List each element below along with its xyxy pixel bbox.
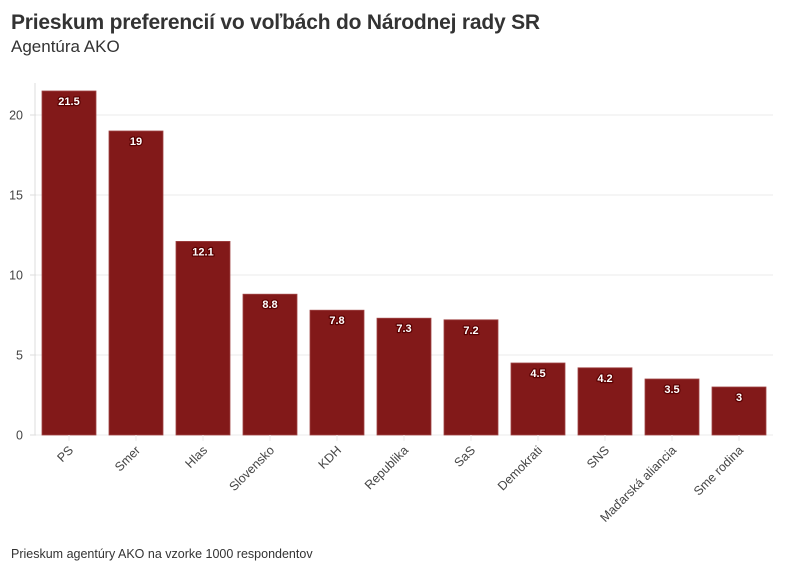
- x-tick-label: Hlas: [183, 443, 211, 471]
- bar-value-label: 4.2: [597, 373, 612, 385]
- y-tick-label: 15: [9, 189, 23, 203]
- y-tick-label: 0: [16, 429, 23, 443]
- x-axis: PS Smer Hlas Slovensko KDH Republika SaS Demokr…: [54, 435, 746, 525]
- bar[interactable]: [376, 317, 432, 436]
- x-tick-label: Smer: [112, 443, 143, 474]
- bar[interactable]: [711, 386, 767, 436]
- bar-value-label: 4.5: [530, 368, 545, 380]
- x-tick-label: Demokrati: [495, 443, 545, 493]
- x-tick-label: SaS: [452, 443, 479, 470]
- bar-value-label: 7.3: [396, 323, 411, 335]
- bar[interactable]: [510, 362, 566, 436]
- x-tick-label: KDH: [316, 443, 345, 472]
- chart-caption: Prieskum agentúry AKO na vzorke 1000 res…: [11, 547, 313, 561]
- bar-value-label: 3: [736, 392, 742, 404]
- bar[interactable]: [41, 90, 97, 436]
- bar-value-label: 7.8: [329, 315, 344, 327]
- bar[interactable]: [108, 130, 164, 436]
- bar-value-label: 19: [130, 136, 142, 148]
- x-tick-label: SNS: [584, 443, 612, 471]
- bar-value-label: 7.2: [463, 325, 478, 337]
- bar[interactable]: [242, 293, 298, 436]
- bar[interactable]: [175, 240, 231, 436]
- bar[interactable]: [644, 378, 700, 436]
- chart-title: Prieskum preferencií vo voľbách do Národ…: [11, 11, 540, 34]
- x-tick-label: Slovensko: [226, 443, 277, 494]
- bar-value-label: 21.5: [58, 96, 79, 108]
- y-tick-label: 5: [16, 349, 23, 363]
- y-tick-label: 20: [9, 109, 23, 123]
- y-axis: 0 5 10 15 20: [9, 83, 36, 443]
- x-tick-label: Sme rodina: [691, 443, 746, 498]
- y-tick-label: 10: [9, 269, 23, 283]
- bar-value-label: 12.1: [192, 246, 213, 258]
- bar[interactable]: [309, 309, 365, 436]
- x-tick-label: Republika: [362, 443, 411, 492]
- x-tick-label: PS: [54, 443, 76, 465]
- bar[interactable]: [443, 319, 499, 436]
- bar-value-label: 3.5: [664, 384, 679, 396]
- chart-subtitle: Agentúra AKO: [11, 37, 120, 56]
- bars: 21.5 19 12.1 8.8 7.8 7.3 7.2 4.5 4.2 3.5 3: [41, 90, 767, 436]
- bar-value-label: 8.8: [262, 299, 277, 311]
